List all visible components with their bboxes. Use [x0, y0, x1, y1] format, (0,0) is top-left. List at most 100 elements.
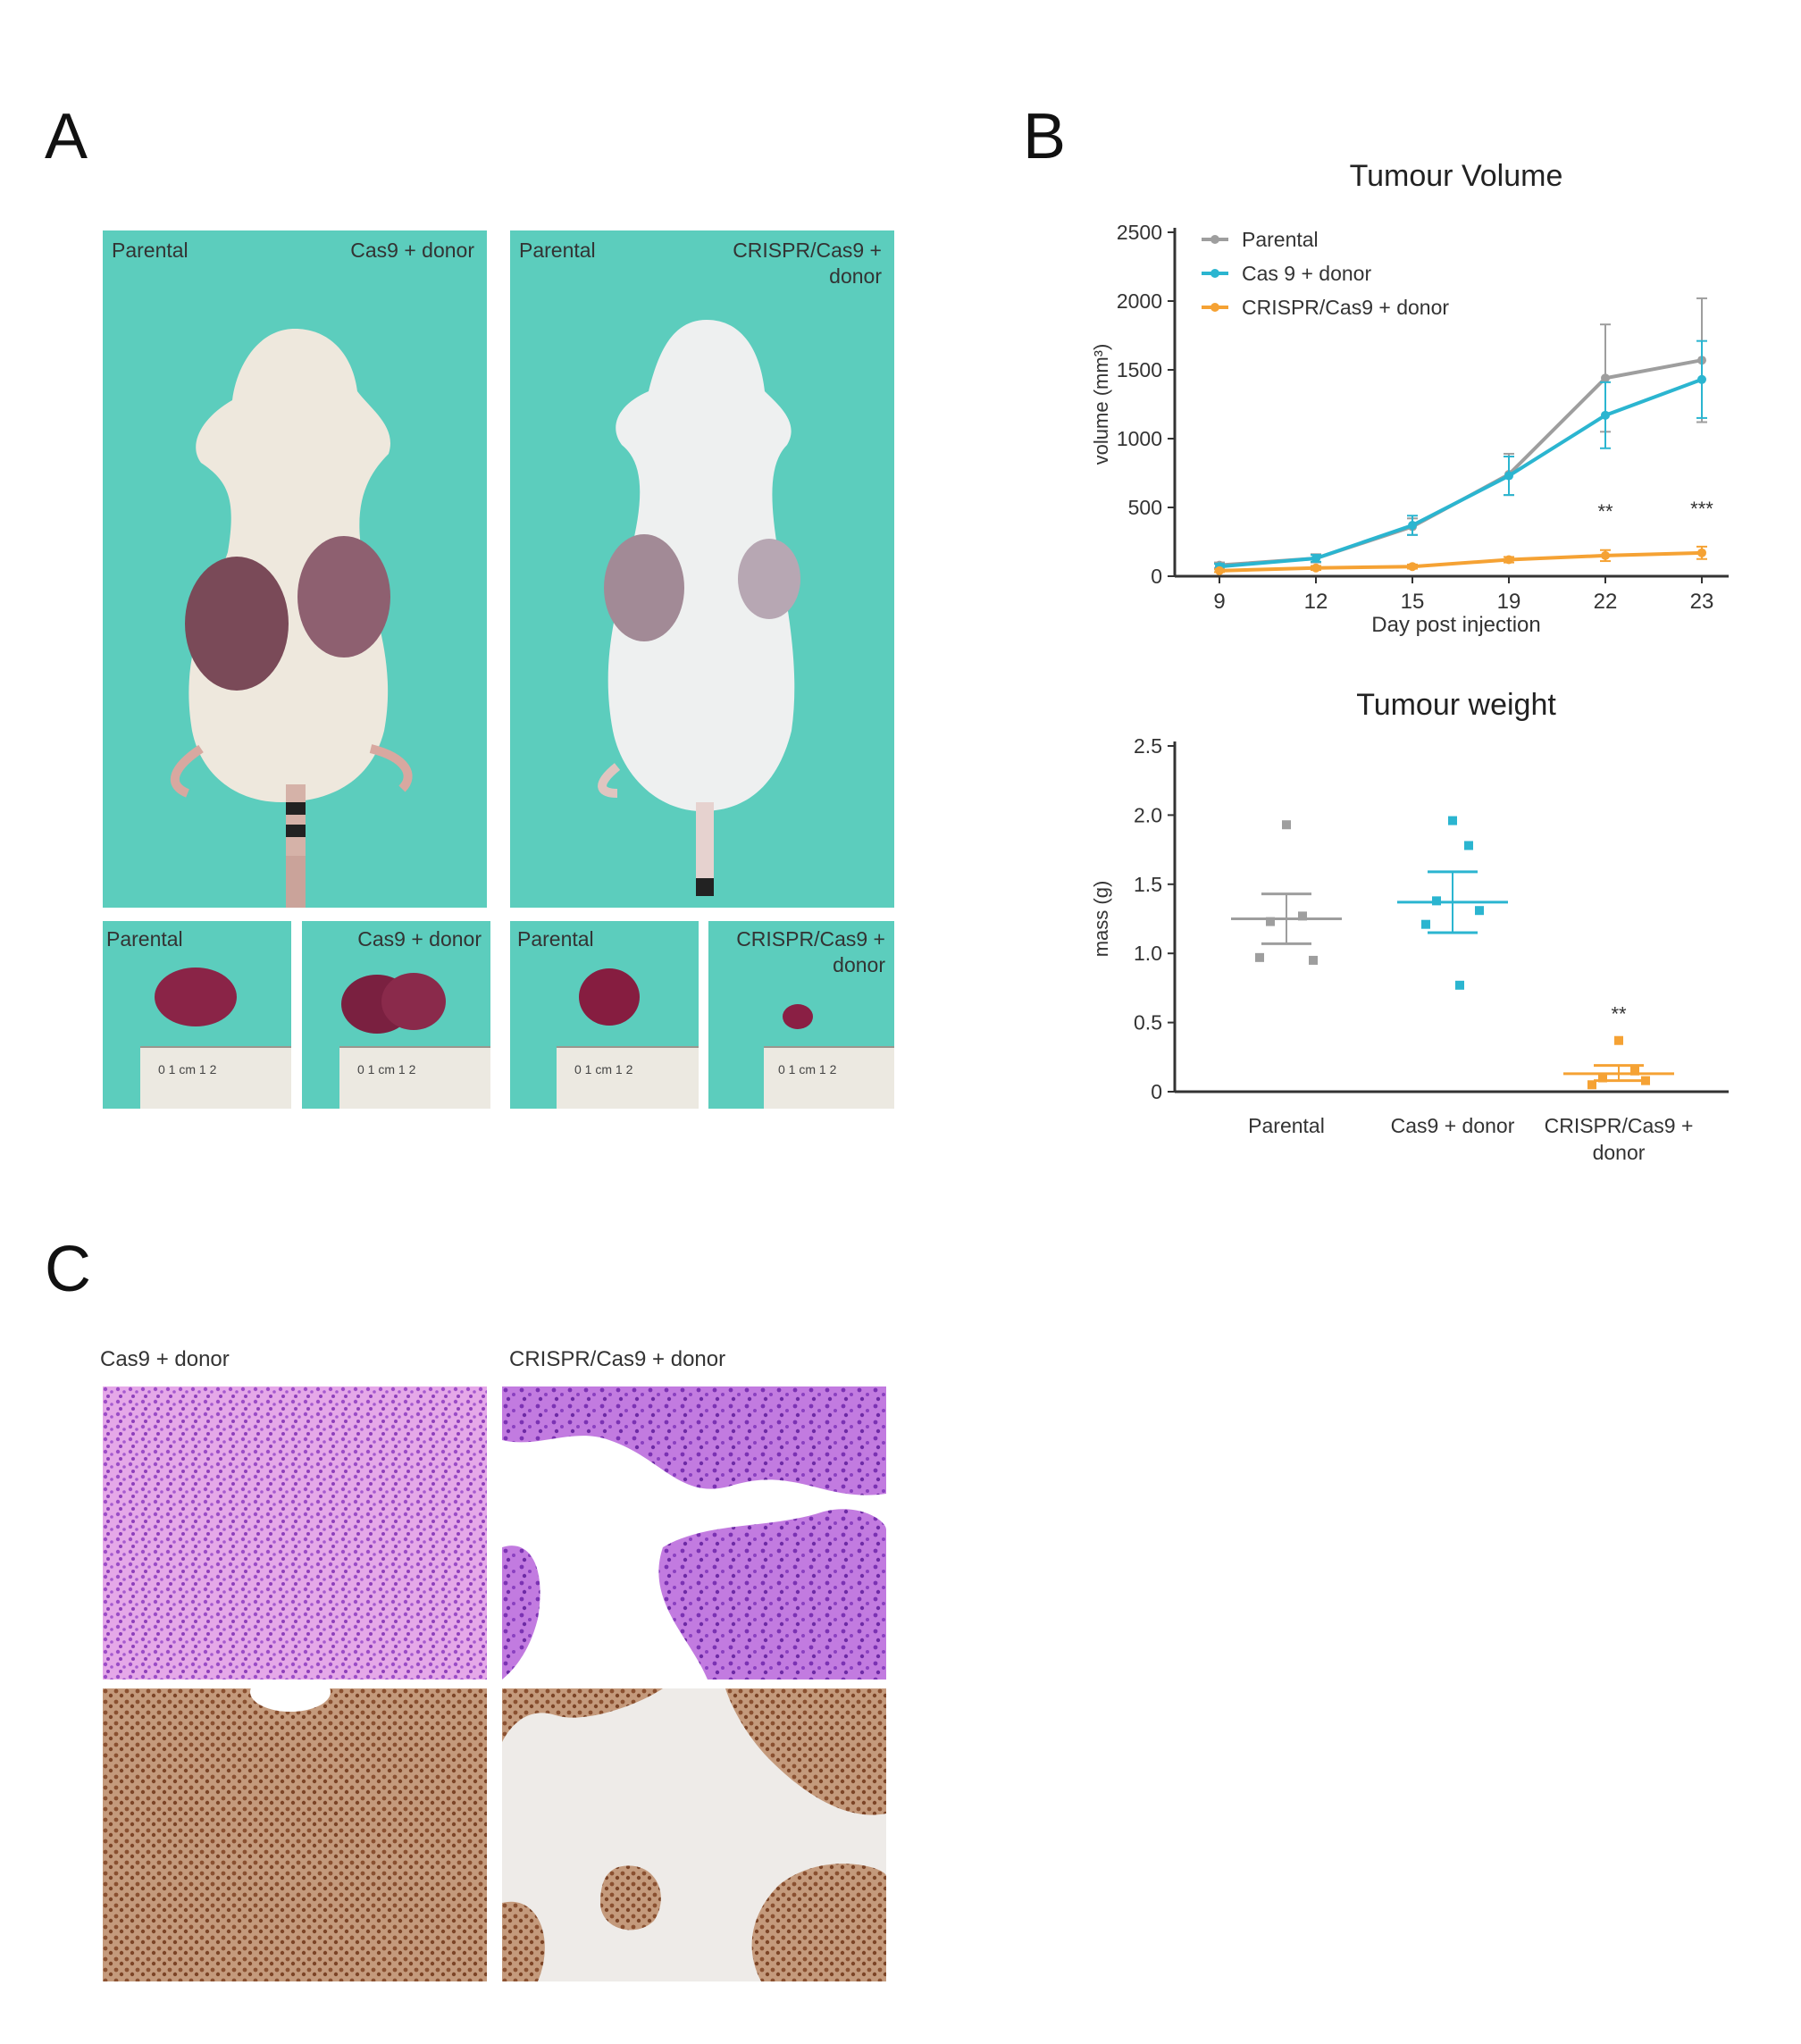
tumour-weight-chart: Tumour weight 0 0.5 1.0 1.5 2.0 2.5 mass (g) Par…	[1090, 688, 1729, 1164]
x-axis-label: Day post injection	[1371, 613, 1540, 637]
x-tick-label: 23	[1690, 590, 1714, 614]
histology-he-crispr	[502, 1386, 886, 1680]
tumour-photo-cas9: Cas9 + donor 0 1 cm 1 2	[302, 921, 490, 1109]
tumour-illustration	[341, 973, 446, 1034]
data-point	[1601, 373, 1610, 383]
tumour-volume-chart: Tumour Volume 0 500 1000 1500 2000 2500 9 12 15 19…	[1090, 159, 1729, 637]
legend-label: Cas 9 + donor	[1242, 262, 1371, 285]
x-tick-label: Cas9 + donor	[1391, 1114, 1515, 1137]
group-2	[1563, 1035, 1674, 1090]
y-tick-label: 1.5	[1134, 873, 1162, 896]
mouse-left-label-parental: Parental	[112, 239, 188, 262]
tumour-photo-crispr: CRISPR/Cas9 + donor 0 1 cm 1 2	[708, 921, 894, 1109]
histology-he-cas9	[103, 1386, 487, 1680]
data-point	[1455, 980, 1464, 990]
y-axis-label: mass (g)	[1090, 881, 1112, 958]
histo-label-crispr: CRISPR/Cas9 + donor	[509, 1347, 726, 1371]
data-point	[1408, 521, 1417, 531]
x-tick-label: CRISPR/Cas9 +	[1545, 1114, 1694, 1137]
x-tick-label: 9	[1213, 590, 1225, 614]
x-tick-label: donor	[1593, 1141, 1646, 1164]
group-1	[1397, 816, 1508, 990]
data-point	[1215, 565, 1224, 575]
data-point	[1630, 1066, 1639, 1076]
tumour-label: Cas9 + donor	[357, 927, 482, 951]
legend-label: CRISPR/Cas9 + donor	[1242, 296, 1449, 319]
y-tick-label: 0	[1151, 565, 1162, 588]
y-tick-label: 0	[1151, 1080, 1162, 1103]
tumour-illustration	[579, 968, 640, 1026]
ruler-text: 0 1 cm 1 2	[574, 1062, 633, 1076]
series-line	[1219, 377, 1703, 569]
data-point	[1504, 555, 1513, 565]
data-point	[1464, 841, 1473, 850]
mouse-illustration	[103, 230, 487, 908]
x-tick-label: Parental	[1248, 1114, 1325, 1137]
data-point	[1504, 471, 1513, 481]
x-tick-label: 22	[1594, 590, 1618, 614]
y-tick-label: 1500	[1117, 358, 1162, 381]
x-tick-label: 19	[1497, 590, 1521, 614]
mouse-right-label-crispr: CRISPR/Cas9 + donor	[733, 239, 882, 288]
series-1	[1214, 339, 1707, 572]
group-0	[1231, 820, 1342, 965]
y-tick-label: 0.5	[1134, 1011, 1162, 1035]
tumour-photo-parental-1: Parental 0 1 cm 1 2	[103, 921, 291, 1109]
data-point	[1311, 553, 1320, 563]
data-point	[1309, 955, 1318, 965]
ruler-text: 0 1 cm 1 2	[357, 1062, 416, 1076]
legend-label: Parental	[1242, 228, 1319, 251]
histology-ihc-crispr	[502, 1688, 886, 1981]
data-point	[1601, 410, 1610, 420]
series-2	[1214, 545, 1707, 575]
y-tick-label: 2.0	[1134, 803, 1162, 826]
data-point	[1598, 1073, 1607, 1083]
data-point	[1448, 816, 1457, 825]
y-tick-label: 1.0	[1134, 942, 1162, 965]
y-tick-label: 1000	[1117, 427, 1162, 450]
mouse-illustration	[510, 230, 894, 908]
tumour-label: CRISPR/Cas9 + donor	[736, 927, 885, 976]
y-tick-label: 2.5	[1134, 734, 1162, 758]
tumour-photo-parental-2: Parental 0 1 cm 1 2	[510, 921, 699, 1109]
significance-marker: ***	[1690, 498, 1713, 520]
y-axis-label: volume (mm³)	[1090, 344, 1112, 465]
panel-c-letter: C	[45, 1234, 91, 1305]
tumour-illustration	[783, 1004, 813, 1029]
y-tick-label: 2500	[1117, 221, 1162, 244]
data-point	[1408, 562, 1417, 572]
panel-a-letter: A	[45, 101, 88, 172]
data-point	[1255, 952, 1264, 962]
legend-marker	[1210, 303, 1219, 312]
y-tick-label: 500	[1128, 496, 1162, 519]
tumour-label: Parental	[517, 927, 594, 951]
mouse-photo-cas9: Parental Cas9 + donor	[103, 230, 487, 908]
series-line	[1219, 358, 1703, 567]
ruler-text: 0 1 cm 1 2	[778, 1062, 837, 1076]
significance-marker: **	[1597, 500, 1613, 523]
data-point	[1311, 563, 1320, 573]
legend-marker	[1210, 235, 1219, 244]
x-tick-label: 15	[1401, 590, 1425, 614]
tumour-label: Parental	[106, 927, 183, 951]
data-point	[1298, 911, 1307, 921]
data-point	[1282, 820, 1291, 830]
chart-title: Tumour weight	[1356, 688, 1556, 722]
x-tick-label: 12	[1304, 590, 1328, 614]
data-point	[1614, 1035, 1623, 1045]
panel-b-letter: B	[1023, 101, 1067, 172]
series-line	[1219, 550, 1703, 573]
legend-marker	[1210, 269, 1219, 278]
data-point	[1432, 896, 1441, 906]
data-point	[1266, 917, 1275, 926]
data-point	[1475, 906, 1484, 916]
ruler-text: 0 1 cm 1 2	[158, 1062, 217, 1076]
mouse-right-label-parental: Parental	[519, 239, 596, 262]
data-point	[1641, 1076, 1650, 1085]
chart-title: Tumour Volume	[1350, 159, 1563, 193]
histo-label-cas9: Cas9 + donor	[100, 1347, 230, 1371]
data-point	[1697, 374, 1706, 384]
data-point	[1697, 548, 1706, 557]
series-0	[1214, 297, 1707, 570]
data-point	[1601, 550, 1610, 560]
